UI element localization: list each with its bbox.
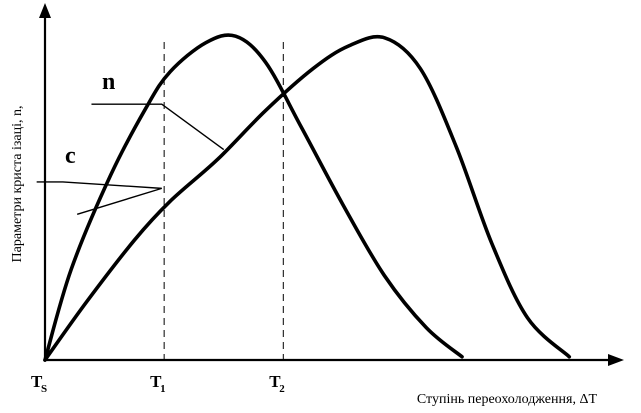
series-n-leader-line (91, 103, 225, 151)
series-n-label: n (102, 69, 115, 95)
x-tick-2-sub: 2 (279, 383, 285, 395)
series-n-line (43, 34, 572, 362)
x-tick-t1: T1 (150, 372, 166, 395)
x-tick-1-main: T (150, 372, 162, 391)
series-c-line (43, 33, 464, 362)
x-tick-0-sub: S (41, 383, 47, 395)
x-axis-label: Ступінь переохолодження, ΔT (417, 392, 598, 407)
y-axis-arrow (39, 3, 51, 18)
y-axis-label: Параметри криста ізаці, n, (10, 106, 25, 263)
series-c-leader-line (36, 181, 162, 215)
x-tick-1-sub: 1 (160, 383, 166, 395)
x-tick-2-main: T (269, 372, 281, 391)
x-tick-0-main: T (31, 372, 43, 391)
x-tick-t2: T2 (269, 372, 285, 395)
x-tick-ts: TS (31, 372, 47, 395)
x-axis-arrow (608, 354, 624, 366)
series-c-label: c (65, 143, 76, 169)
